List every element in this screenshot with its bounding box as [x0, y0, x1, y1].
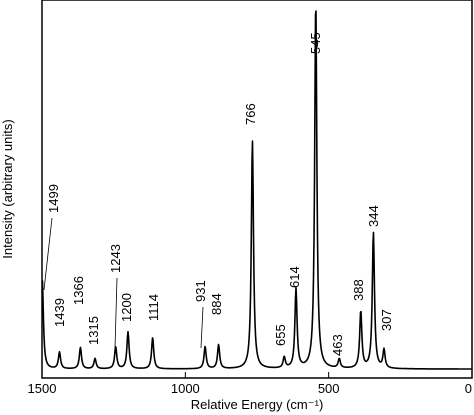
- x-ticks: 1500 1000 500 0: [28, 372, 473, 396]
- peak-label-1366: 1366: [71, 276, 86, 305]
- peak-label-1200: 1200: [119, 293, 134, 322]
- x-tick-label: 500: [318, 381, 340, 396]
- peak-label-463: 463: [330, 334, 345, 356]
- peak-label-344: 344: [366, 205, 381, 227]
- peak-label-614: 614: [287, 266, 302, 288]
- spectrum-line: [41, 10, 473, 370]
- peak-label-655: 655: [273, 324, 288, 346]
- peak-leader-line: [43, 217, 53, 291]
- peak-label-1439: 1439: [52, 298, 67, 327]
- peak-label-1114: 1114: [146, 294, 161, 321]
- peak-label-388: 388: [351, 279, 366, 301]
- peak-label-766: 766: [243, 103, 258, 125]
- peak-label-884: 884: [209, 293, 224, 315]
- peak-label-307: 307: [379, 309, 394, 331]
- x-tick-label: 1500: [28, 381, 57, 396]
- peak-label-1315: 1315: [86, 316, 101, 345]
- peak-label-1499: 1499: [46, 184, 61, 213]
- x-tick-label: 1000: [171, 381, 200, 396]
- peak-leader-line: [200, 306, 204, 349]
- x-axis-label: Relative Energy (cm⁻¹): [191, 397, 324, 412]
- peak-label-931: 931: [193, 280, 208, 302]
- y-axis-label: Intensity (arbitrary units): [0, 119, 15, 258]
- plot-frame: [41, 0, 473, 379]
- x-tick-label: 0: [465, 381, 472, 396]
- peak-leader-line: [114, 277, 118, 349]
- peak-label-1243: 1243: [108, 244, 123, 273]
